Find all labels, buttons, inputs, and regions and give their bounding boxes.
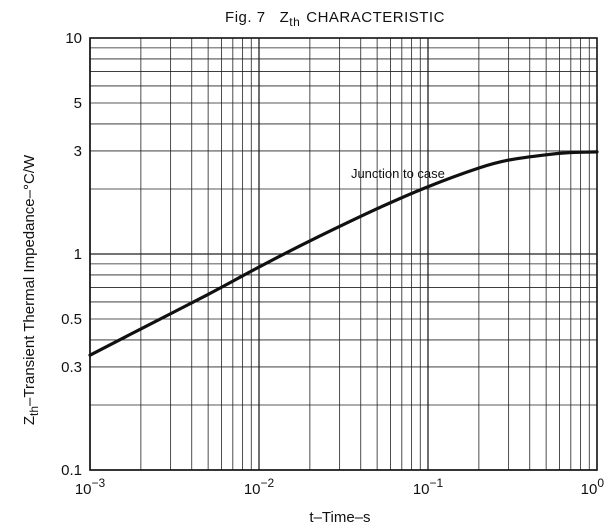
y-axis-label-symbol: Z	[21, 416, 38, 425]
y-axis-label: Zth–Transient Thermal Impedance–°C/W	[21, 154, 41, 425]
series-junction-to-case-line	[88, 150, 599, 357]
x-tick-label: 10−2	[244, 476, 275, 498]
y-tick-label: 10	[65, 30, 82, 47]
x-tick-label: 100	[581, 476, 605, 498]
y-tick-label: 1	[74, 246, 82, 263]
chart-title-subscript: th	[289, 15, 300, 29]
y-axis-label-suffix: –Transient Thermal Impedance–°C/W	[21, 154, 38, 406]
chart-title: Fig. 7 Zth CHARACTERISTIC	[225, 9, 445, 29]
chart-title-suffix: CHARACTERISTIC	[306, 9, 445, 26]
y-tick-label: 5	[74, 95, 82, 112]
x-tick-label: 10−3	[75, 476, 106, 498]
y-tick-labels: 0.1 0.3 0.5 1 3 5 10	[61, 30, 82, 479]
y-axis-label-subscript: th	[27, 406, 41, 416]
plot-frame	[89, 37, 598, 471]
y-tick-label: 0.3	[61, 359, 82, 376]
annotation-junction-to-case: Junction to case	[351, 166, 445, 181]
chart-title-prefix: Fig. 7	[225, 9, 266, 26]
chart-title-symbol: Z	[280, 9, 290, 26]
x-axis-label: t–Time–s	[309, 509, 370, 526]
annotations: Junction to case	[351, 166, 445, 181]
x-tick-labels: 10−3 10−2 10−1 100	[75, 476, 605, 498]
y-tick-label: 3	[74, 143, 82, 160]
y-tick-label: 0.5	[61, 311, 82, 328]
x-tick-label: 10−1	[413, 476, 444, 498]
y-tick-label: 0.1	[61, 462, 82, 479]
